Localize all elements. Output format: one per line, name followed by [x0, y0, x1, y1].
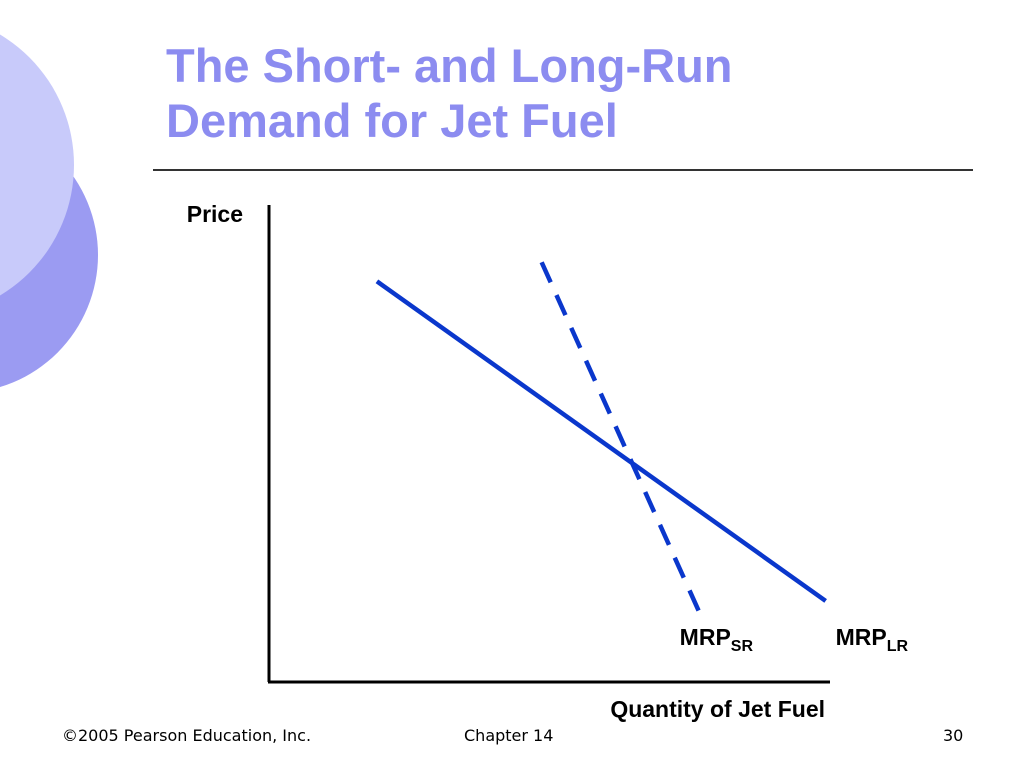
- footer-chapter: Chapter 14: [464, 726, 554, 745]
- slide-title-line-2: Demand for Jet Fuel: [166, 94, 618, 147]
- series-line-lr: [375, 279, 827, 603]
- slide-title: The Short- and Long-Run Demand for Jet F…: [166, 38, 926, 148]
- x-axis-label: Quantity of Jet Fuel: [610, 696, 825, 722]
- footer-page-number: 30: [943, 726, 964, 745]
- series-label-lr: MRPLR: [836, 624, 909, 655]
- y-axis-label: Price: [187, 201, 243, 227]
- slide-title-line-1: The Short- and Long-Run: [166, 39, 733, 92]
- series-labels: MRPSR MRPLR: [680, 624, 909, 655]
- footer-copyright: ©2005 Pearson Education, Inc.: [62, 726, 312, 745]
- title-divider: [153, 169, 973, 171]
- decor-circle-light: [0, 34, 74, 296]
- series-label-sr: MRPSR: [680, 624, 754, 655]
- series-layer: [375, 261, 827, 617]
- background-decoration: [0, 34, 98, 388]
- series-line-sr: [539, 261, 703, 617]
